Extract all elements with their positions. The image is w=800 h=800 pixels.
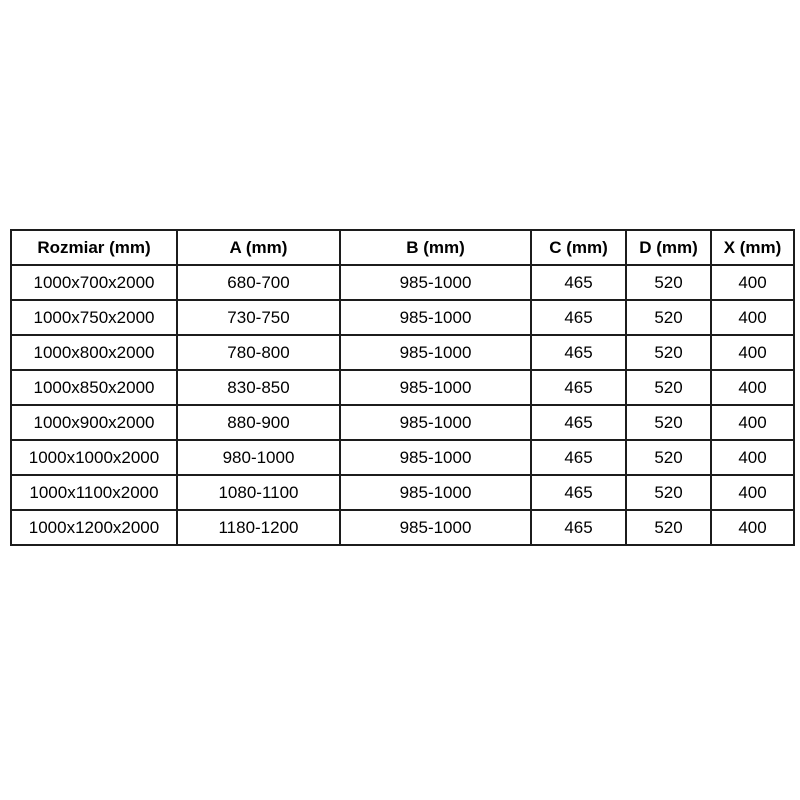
table-cell: 1180-1200 [176, 509, 341, 546]
table-cell: 1000x900x2000 [10, 404, 178, 441]
table-cell: 1000x1100x2000 [10, 474, 178, 511]
table-cell: 1000x1200x2000 [10, 509, 178, 546]
table-cell: 985-1000 [339, 509, 532, 546]
table-cell: 520 [625, 509, 712, 546]
table-cell: 465 [530, 474, 627, 511]
column-header: B (mm) [339, 229, 532, 266]
table-cell: 465 [530, 264, 627, 301]
table-row: 1000x1000x2000 980-1000 985-1000 465 520 400 [10, 439, 795, 476]
table-cell: 465 [530, 369, 627, 406]
table-row: 1000x850x2000 830-850 985-1000 465 520 400 [10, 369, 795, 406]
table-cell: 985-1000 [339, 404, 532, 441]
table-row: 1000x900x2000 880-900 985-1000 465 520 400 [10, 404, 795, 441]
header-row: Rozmiar (mm) A (mm) B (mm) C (mm) D (mm) X (m… [10, 229, 795, 266]
table-row: 1000x1100x2000 1080-1100 985-1000 465 520 400 [10, 474, 795, 511]
table-cell: 400 [710, 474, 795, 511]
table-cell: 1000x700x2000 [10, 264, 178, 301]
table-cell: 985-1000 [339, 299, 532, 336]
table-cell: 520 [625, 439, 712, 476]
table-cell: 465 [530, 404, 627, 441]
table-cell: 400 [710, 369, 795, 406]
table-row: 1000x750x2000 730-750 985-1000 465 520 400 [10, 299, 795, 336]
table-cell: 1000x850x2000 [10, 369, 178, 406]
table-cell: 1000x800x2000 [10, 334, 178, 371]
table-cell: 1000x1000x2000 [10, 439, 178, 476]
size-spec-table: Rozmiar (mm) A (mm) B (mm) C (mm) D (mm) X (m… [10, 229, 795, 546]
table-cell: 1000x750x2000 [10, 299, 178, 336]
table-cell: 985-1000 [339, 439, 532, 476]
table-header: Rozmiar (mm) A (mm) B (mm) C (mm) D (mm) X (m… [10, 229, 795, 266]
table-cell: 465 [530, 439, 627, 476]
table-row: 1000x700x2000 680-700 985-1000 465 520 400 [10, 264, 795, 301]
table-row: 1000x800x2000 780-800 985-1000 465 520 400 [10, 334, 795, 371]
table-cell: 985-1000 [339, 474, 532, 511]
table-cell: 985-1000 [339, 334, 532, 371]
table-cell: 520 [625, 264, 712, 301]
table-cell: 465 [530, 509, 627, 546]
table-cell: 880-900 [176, 404, 341, 441]
table-cell: 520 [625, 334, 712, 371]
table-cell: 465 [530, 334, 627, 371]
table-cell: 400 [710, 439, 795, 476]
table-cell: 730-750 [176, 299, 341, 336]
table-cell: 400 [710, 334, 795, 371]
column-header: Rozmiar (mm) [10, 229, 178, 266]
table-cell: 830-850 [176, 369, 341, 406]
table-cell: 400 [710, 509, 795, 546]
table-row: 1000x1200x2000 1180-1200 985-1000 465 520 400 [10, 509, 795, 546]
column-header: D (mm) [625, 229, 712, 266]
table-cell: 680-700 [176, 264, 341, 301]
table-cell: 985-1000 [339, 264, 532, 301]
table-cell: 400 [710, 404, 795, 441]
table-cell: 520 [625, 474, 712, 511]
column-header: X (mm) [710, 229, 795, 266]
table-cell: 465 [530, 299, 627, 336]
table-cell: 985-1000 [339, 369, 532, 406]
table-cell: 520 [625, 404, 712, 441]
table-body: 1000x700x2000 680-700 985-1000 465 520 400 100… [10, 264, 795, 546]
table-cell: 400 [710, 264, 795, 301]
table-cell: 520 [625, 369, 712, 406]
column-header: A (mm) [176, 229, 341, 266]
table-cell: 780-800 [176, 334, 341, 371]
size-table-container: Rozmiar (mm) A (mm) B (mm) C (mm) D (mm) X (m… [10, 229, 795, 546]
table-cell: 1080-1100 [176, 474, 341, 511]
table-cell: 520 [625, 299, 712, 336]
table-cell: 400 [710, 299, 795, 336]
column-header: C (mm) [530, 229, 627, 266]
table-cell: 980-1000 [176, 439, 341, 476]
